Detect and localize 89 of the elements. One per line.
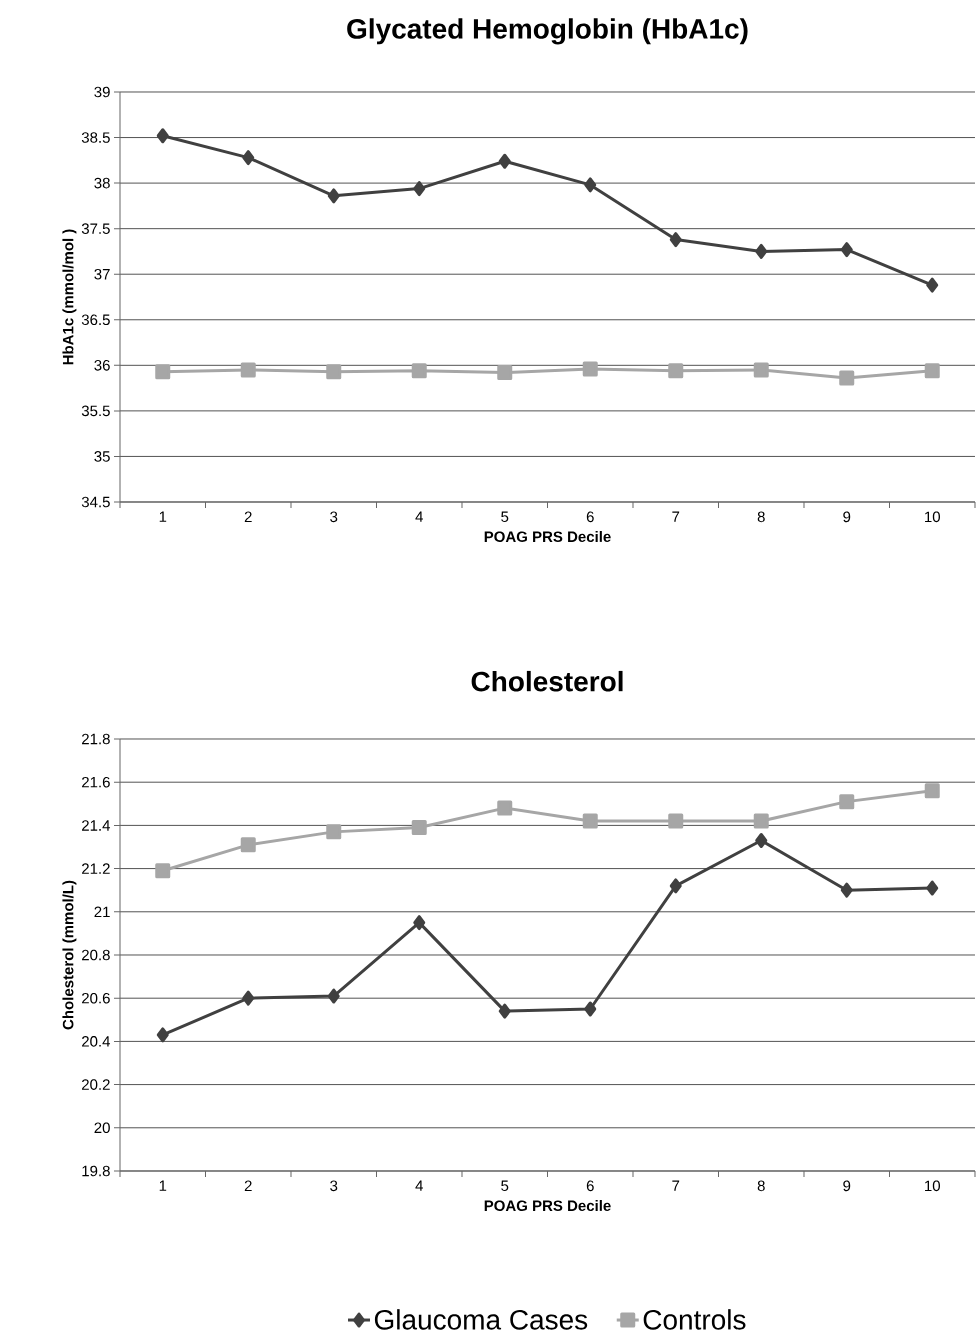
x-axis-title: POAG PRS Decile bbox=[484, 1200, 611, 1212]
point bbox=[498, 1003, 511, 1019]
x-tick-label: 3 bbox=[330, 1180, 338, 1192]
y-tick-label: 21.6 bbox=[82, 776, 110, 788]
x-tick-label: 9 bbox=[843, 1180, 851, 1192]
point bbox=[411, 363, 427, 379]
y-tick-label: 20.2 bbox=[82, 1079, 110, 1090]
chart-title: Glycated Hemoglobin (HbA1c) bbox=[347, 18, 748, 45]
point bbox=[413, 181, 426, 197]
y-tick-label: 20.6 bbox=[82, 992, 110, 1004]
x-tick-label: 8 bbox=[757, 511, 765, 523]
y-tick-label: 35.5 bbox=[81, 405, 110, 417]
point bbox=[839, 794, 855, 810]
y-tick-label: 37 bbox=[94, 268, 110, 280]
point bbox=[327, 988, 340, 1004]
point bbox=[924, 363, 940, 379]
x-tick-label: 1 bbox=[159, 511, 167, 522]
x-tick-label: 5 bbox=[501, 511, 509, 522]
point bbox=[926, 880, 939, 896]
point bbox=[326, 364, 342, 380]
x-tick-label: 7 bbox=[672, 511, 680, 522]
point bbox=[669, 232, 682, 248]
point bbox=[327, 188, 340, 204]
point bbox=[924, 783, 940, 799]
y-axis-title: Cholesterol (mmol/L) bbox=[62, 880, 77, 1030]
y-tick-label: 21.8 bbox=[82, 733, 110, 745]
x-tick-label: 8 bbox=[757, 1180, 765, 1192]
y-tick-label: 21.4 bbox=[82, 820, 111, 831]
point bbox=[411, 820, 427, 836]
x-tick-label: 2 bbox=[244, 511, 252, 522]
legend-label: Glaucoma Cases bbox=[374, 1309, 588, 1330]
point bbox=[242, 150, 255, 166]
x-tick-label: 10 bbox=[925, 511, 940, 523]
x-tick-label: 9 bbox=[843, 511, 851, 523]
point bbox=[668, 363, 684, 379]
point bbox=[240, 837, 256, 853]
x-tick-label: 1 bbox=[159, 1180, 167, 1191]
x-tick-label: 4 bbox=[415, 1180, 423, 1191]
point bbox=[755, 833, 768, 849]
point bbox=[840, 242, 853, 258]
x-tick-label: 2 bbox=[244, 1180, 252, 1191]
point bbox=[840, 882, 853, 898]
y-tick-label: 37.5 bbox=[81, 223, 110, 234]
y-tick-label: 38 bbox=[94, 177, 110, 189]
y-tick-label: 36.5 bbox=[81, 314, 110, 326]
x-tick-label: 6 bbox=[586, 511, 594, 523]
y-tick-label: 20 bbox=[94, 1122, 110, 1134]
point bbox=[584, 177, 597, 193]
y-tick-label: 35 bbox=[94, 451, 110, 462]
y-tick-label: 20.4 bbox=[82, 1036, 111, 1047]
point bbox=[582, 813, 598, 829]
x-axis-title: POAG PRS Decile bbox=[484, 531, 611, 543]
y-tick-label: 39 bbox=[94, 86, 110, 98]
x-tick-label: 10 bbox=[925, 1180, 940, 1192]
y-tick-label: 34.5 bbox=[81, 496, 110, 508]
point bbox=[582, 361, 598, 377]
point bbox=[668, 813, 684, 829]
y-tick-label: 21.2 bbox=[82, 863, 110, 874]
point bbox=[926, 277, 939, 293]
point bbox=[497, 800, 513, 816]
x-tick-label: 6 bbox=[586, 1180, 594, 1192]
point bbox=[753, 813, 769, 829]
y-tick-label: 36 bbox=[94, 360, 110, 371]
chart-title: Cholesterol bbox=[471, 670, 623, 692]
x-tick-label: 4 bbox=[415, 511, 423, 522]
point bbox=[242, 990, 255, 1006]
y-tick-label: 19.8 bbox=[82, 1165, 110, 1177]
legend-label: Controls bbox=[643, 1309, 746, 1330]
point bbox=[839, 370, 855, 386]
point bbox=[326, 824, 342, 840]
point bbox=[413, 915, 426, 931]
point bbox=[753, 362, 769, 378]
x-tick-label: 7 bbox=[672, 1180, 680, 1191]
point bbox=[498, 153, 511, 169]
y-tick-label: 38.5 bbox=[81, 132, 110, 143]
point bbox=[755, 243, 768, 259]
x-tick-label: 5 bbox=[501, 1180, 509, 1191]
point bbox=[240, 362, 256, 378]
y-tick-label: 21 bbox=[94, 906, 110, 918]
point bbox=[155, 364, 171, 380]
point bbox=[156, 1027, 169, 1043]
point bbox=[155, 863, 171, 879]
point bbox=[156, 128, 169, 144]
point bbox=[497, 365, 513, 381]
y-tick-label: 20.8 bbox=[82, 949, 110, 961]
y-axis-title: HbA1c (mmol/mol ) bbox=[62, 229, 77, 365]
x-tick-label: 3 bbox=[330, 511, 338, 523]
point bbox=[584, 1001, 597, 1017]
point bbox=[669, 878, 682, 894]
